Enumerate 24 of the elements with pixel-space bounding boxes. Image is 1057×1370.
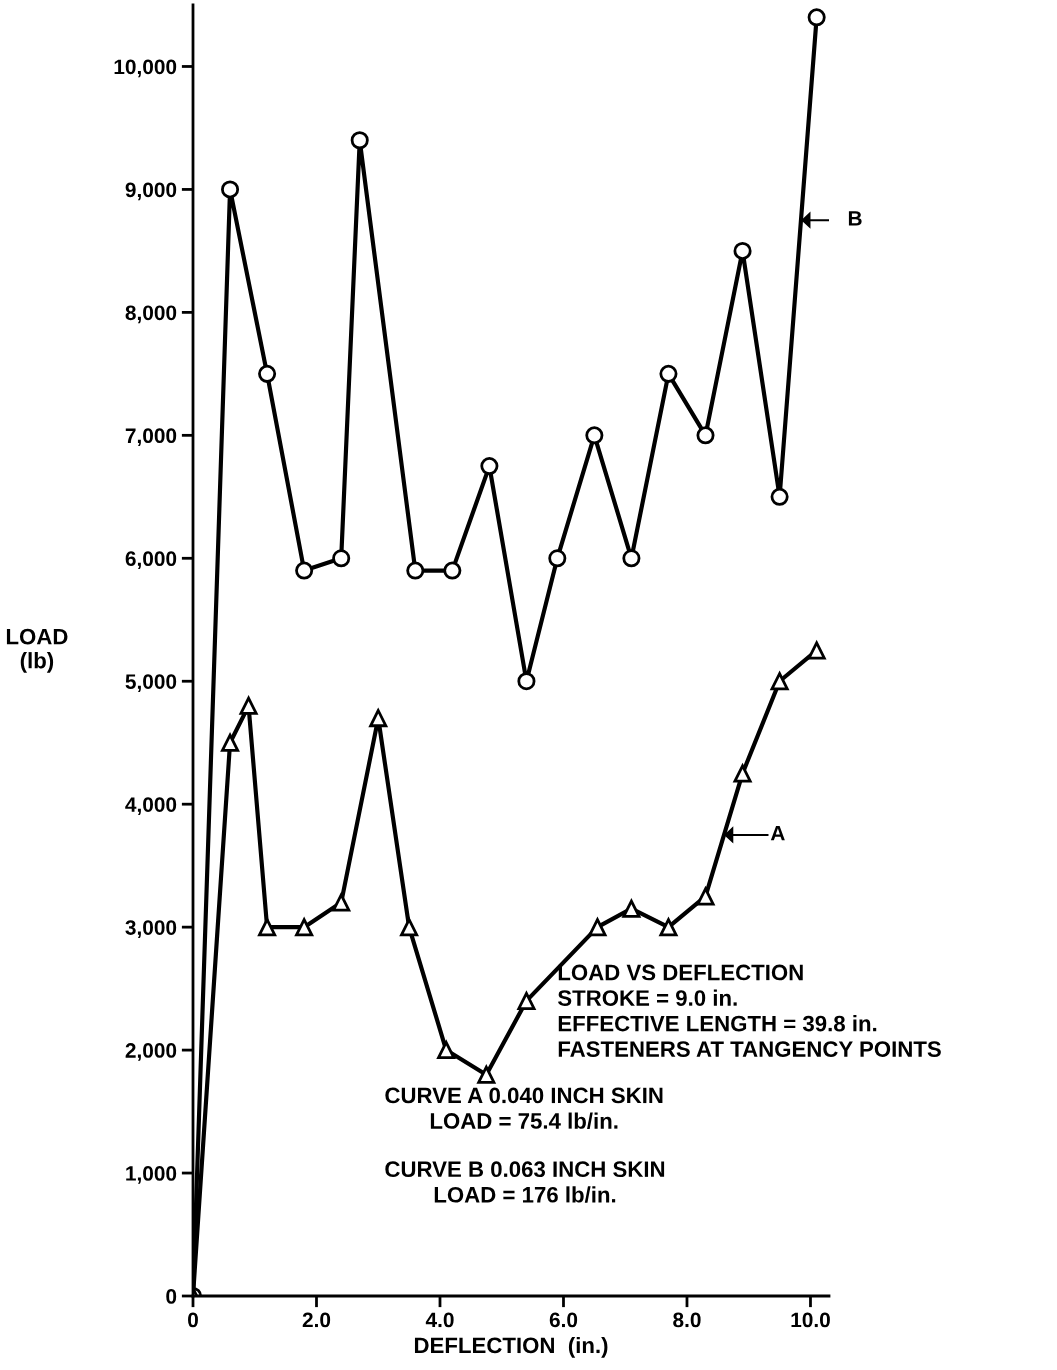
y-tick-label: 8,000 [125, 305, 177, 324]
y-tick-label: 7,000 [125, 428, 177, 447]
annotation: CURVE B 0.063 INCH SKIN LOAD = 176 lb/in. [385, 1161, 665, 1203]
x-tick-label: 8.0 [673, 1312, 701, 1328]
y-tick-label: 0 [166, 1289, 177, 1304]
x-tick-label: 0 [188, 1312, 198, 1328]
x-axis-title: DEFLECTION (in.) [414, 1336, 608, 1358]
y-tick-label: 9,000 [125, 182, 177, 201]
x-tick-label: 2.0 [302, 1312, 331, 1328]
y-tick-label: 2,000 [125, 1043, 177, 1061]
y-tick-label: 6,000 [125, 551, 177, 570]
y-tick-label: 3,000 [125, 920, 177, 938]
y-tick-label: 4,000 [125, 797, 177, 815]
annotation: LOAD VS DEFLECTION STROKE = 9.0 in. EFFECTIVE LENGTH = 39.8 in. FASTENERS AT TANGENCY POINTS [557, 964, 941, 1057]
y-tick-label: 10,000 [114, 59, 177, 78]
annotation: CURVE A 0.040 INCH SKIN LOAD = 75.4 lb/in. [385, 1087, 663, 1130]
annotation: A [770, 825, 785, 841]
x-tick-label: 10.0 [791, 1312, 830, 1328]
x-tick-label: 6.0 [549, 1312, 578, 1328]
y-tick-label: 1,000 [126, 1166, 177, 1184]
y-tick-label: 5,000 [125, 674, 177, 693]
x-tick-label: 4.0 [425, 1312, 454, 1328]
y-axis-title: LOAD (lb) [6, 628, 68, 673]
annotation: B [848, 211, 862, 226]
